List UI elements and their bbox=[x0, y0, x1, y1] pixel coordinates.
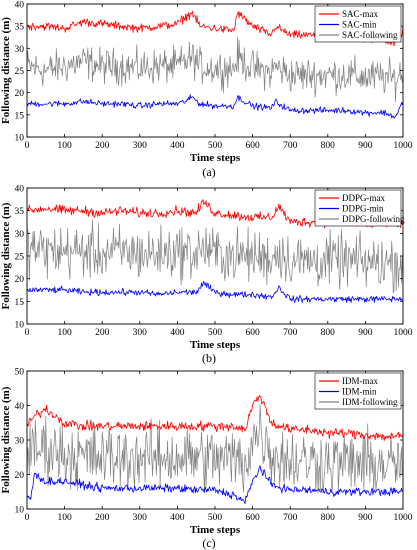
x-tick-label: 300 bbox=[133, 141, 148, 151]
x-tick-label: 900 bbox=[358, 141, 373, 151]
x-tick-label: 900 bbox=[358, 513, 373, 523]
legend-label: SAC-following bbox=[342, 30, 398, 40]
x-tick-label: 200 bbox=[95, 141, 110, 151]
y-tick-label: 20 bbox=[15, 89, 25, 99]
y-tick-label: 10 bbox=[15, 134, 25, 144]
x-tick-label: 0 bbox=[25, 328, 30, 338]
x-tick-label: 100 bbox=[57, 141, 72, 151]
x-axis-label: Time steps bbox=[190, 524, 241, 536]
x-tick-label: 800 bbox=[321, 513, 336, 523]
legend-label: IDM-min bbox=[342, 387, 377, 397]
series-line-IDM-following bbox=[27, 404, 403, 494]
y-tick-label: 35 bbox=[15, 207, 25, 217]
x-tick-label: 300 bbox=[133, 328, 148, 338]
series-line-DDPG-following bbox=[27, 219, 403, 294]
y-tick-label: 10 bbox=[15, 506, 25, 516]
x-tick-label: 600 bbox=[245, 328, 260, 338]
legend-label: DDPG-following bbox=[342, 214, 405, 224]
y-tick-label: 25 bbox=[15, 253, 25, 263]
y-tick-label: 50 bbox=[15, 368, 25, 378]
panel-caption: (b) bbox=[202, 351, 216, 365]
legend-label: DDPG-min bbox=[342, 204, 384, 214]
x-tick-label: 200 bbox=[95, 328, 110, 338]
x-tick-label: 400 bbox=[170, 141, 185, 151]
x-tick-label: 900 bbox=[358, 328, 373, 338]
y-tick-label: 40 bbox=[15, 185, 25, 195]
y-tick-label: 30 bbox=[15, 437, 25, 447]
x-tick-label: 700 bbox=[283, 513, 298, 523]
x-tick-label: 0 bbox=[25, 141, 30, 151]
legend-label: IDM-following bbox=[342, 397, 398, 407]
x-tick-label: 700 bbox=[283, 328, 298, 338]
legend-label: DDPG-max bbox=[342, 193, 385, 203]
panel-caption: (a) bbox=[202, 165, 215, 179]
y-tick-label: 40 bbox=[15, 1, 25, 11]
x-tick-label: 0 bbox=[25, 513, 30, 523]
legend-label: IDM-max bbox=[342, 376, 378, 386]
y-tick-label: 20 bbox=[15, 471, 25, 481]
series-line-IDM-max bbox=[27, 394, 403, 442]
x-tick-label: 200 bbox=[95, 513, 110, 523]
chart-panel-2: 0 100 200 300 400 500 600 700 800 900 1000 10 15 20 25… bbox=[0, 185, 413, 366]
legend-label: SAC-min bbox=[342, 20, 377, 30]
y-axis-label: Following distance (m) bbox=[0, 17, 12, 124]
x-tick-label: 800 bbox=[321, 328, 336, 338]
panel-caption: (c) bbox=[202, 536, 215, 550]
x-axis-label: Time steps bbox=[190, 339, 241, 351]
legend-box bbox=[314, 189, 402, 227]
series-line-SAC-following bbox=[27, 36, 403, 103]
x-tick-label: 500 bbox=[208, 328, 223, 338]
y-tick-label: 30 bbox=[15, 230, 25, 240]
y-tick-label: 15 bbox=[15, 111, 25, 121]
series-line-DDPG-min bbox=[27, 280, 403, 304]
y-axis-label: Following distance (m) bbox=[0, 386, 12, 493]
x-tick-label: 100 bbox=[57, 513, 72, 523]
x-tick-label: 400 bbox=[170, 328, 185, 338]
y-tick-label: 40 bbox=[15, 402, 25, 412]
series-line-SAC-min bbox=[27, 94, 403, 119]
chart-panel-1: 0 100 200 300 400 500 600 700 800 900 1000 10 15 20 25… bbox=[0, 1, 413, 180]
x-tick-label: 300 bbox=[133, 513, 148, 523]
x-tick-label: 100 bbox=[57, 328, 72, 338]
x-tick-label: 600 bbox=[245, 141, 260, 151]
y-tick-label: 20 bbox=[15, 275, 25, 285]
y-tick-label: 10 bbox=[15, 321, 25, 331]
y-tick-label: 35 bbox=[15, 23, 25, 33]
x-tick-label: 700 bbox=[283, 141, 298, 151]
x-tick-label: 600 bbox=[245, 513, 260, 523]
x-tick-label: 1000 bbox=[394, 141, 413, 151]
x-tick-label: 1000 bbox=[394, 328, 413, 338]
y-tick-label: 25 bbox=[15, 67, 25, 77]
plot-area bbox=[27, 394, 403, 505]
x-tick-label: 400 bbox=[170, 513, 185, 523]
x-axis-label: Time steps bbox=[190, 152, 241, 164]
y-tick-label: 30 bbox=[15, 45, 25, 55]
chart-panel-3: 0 100 200 300 400 500 600 700 800 900 1000 10 20 30 40… bbox=[0, 368, 413, 550]
series-line-IDM-min bbox=[27, 465, 403, 505]
y-tick-label: 15 bbox=[15, 298, 25, 308]
y-axis-label: Following distance (m) bbox=[0, 202, 12, 309]
x-tick-label: 800 bbox=[321, 141, 336, 151]
x-tick-label: 500 bbox=[208, 141, 223, 151]
x-tick-label: 1000 bbox=[394, 513, 413, 523]
x-tick-label: 500 bbox=[208, 513, 223, 523]
legend-label: SAC-max bbox=[342, 9, 379, 19]
